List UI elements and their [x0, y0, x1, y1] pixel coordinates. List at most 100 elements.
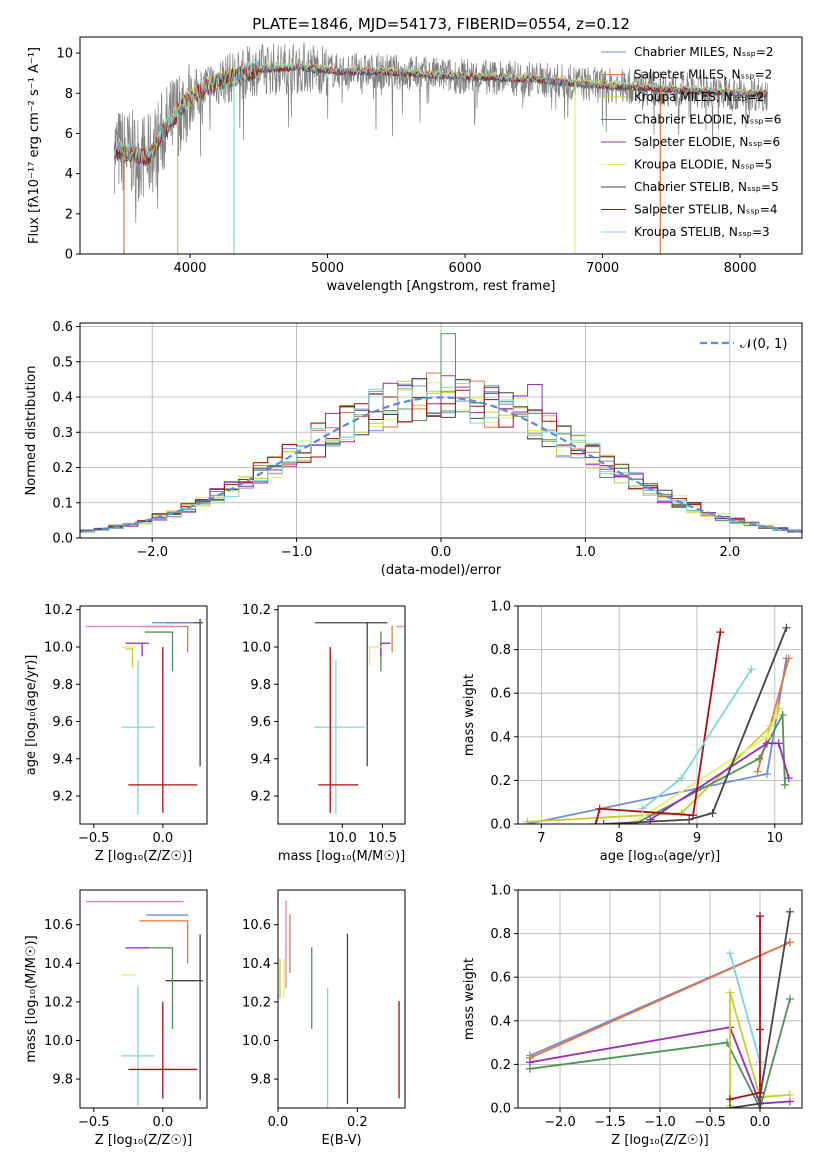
data-point — [162, 1068, 164, 1071]
data-point — [289, 914, 291, 916]
series-marker — [786, 995, 794, 1003]
panel-mass-vs-Z: −0.5 0.0 9.8 10.0 10.2 10.4 10.6 Z [log₁₀(Z/Z☉)… — [24, 889, 208, 1148]
plot-area — [526, 907, 794, 1108]
x-axis-label: age [log₁₀(age/yr)] — [600, 849, 721, 864]
y-axis-label: age [log₁₀(age/yr)] — [24, 655, 39, 776]
plot-area — [279, 900, 400, 1108]
y-tick-label: 10.0 — [44, 1034, 73, 1049]
series-marker — [523, 817, 532, 824]
y-tick-label: 9.4 — [52, 752, 73, 767]
y-tick-label: 10.0 — [44, 640, 73, 655]
x-axis-label: Z [log₁₀(Z/Z☉)] — [611, 1133, 708, 1148]
panel-age-vs-Z: −0.5 0.0 9.2 9.4 9.6 9.8 10.0 10.2 Z [log₁₀(Z/Z☉… — [24, 603, 208, 864]
y-tick-label: 10.2 — [44, 995, 73, 1010]
y-tick-label: 0.0 — [52, 532, 73, 547]
data-point — [335, 726, 337, 728]
x-axis-label: mass [log₁₀(M/M☉)] — [278, 849, 405, 864]
series-line — [529, 1026, 791, 1105]
series-marker — [726, 949, 734, 958]
panel-weight-vs-Z: −2.0 −1.5 −1.0 −0.5 0.0 0.0 0.2 0.4 0.6 0.8 1.0 Z [… — [462, 884, 803, 1148]
series-marker — [786, 907, 794, 916]
x-tick-label: −0.5 — [694, 1115, 726, 1130]
x-axis-label: E(B-V) — [321, 1133, 361, 1148]
axes-frame — [79, 36, 803, 255]
series-line — [729, 916, 761, 1101]
x-axis-label: Z [log₁₀(Z/Z☉)] — [95, 1133, 192, 1148]
plot-area — [314, 621, 405, 815]
plot-area — [86, 619, 203, 815]
y-tick-label: 10.2 — [242, 603, 271, 618]
data-point — [134, 974, 137, 976]
series-line — [529, 941, 791, 1059]
y-tick-label: 0.6 — [52, 320, 73, 335]
data-point — [131, 648, 134, 650]
panel-spectrum: 4000 5000 6000 7000 8000 0 2 4 6 8 10 wavelength [A… — [27, 15, 803, 294]
y-tick-label: 6 — [65, 127, 73, 142]
y-tick-label: 10.6 — [44, 918, 73, 933]
y-tick-label: 9.6 — [52, 715, 73, 730]
data-point — [137, 1055, 139, 1057]
y-tick-label: 9.8 — [52, 678, 73, 693]
axes-frame — [79, 322, 803, 539]
legend-label: Salpeter ELODIE, Nₛₛₚ=6 — [634, 135, 780, 149]
data-point — [326, 987, 329, 990]
plot-area — [80, 333, 802, 533]
data-point — [391, 625, 393, 628]
data-point — [346, 933, 349, 936]
series-line — [729, 992, 791, 1106]
histogram-step — [80, 389, 802, 533]
y-tick-label: 0 — [65, 248, 73, 263]
data-point — [186, 914, 189, 916]
series-marker — [774, 739, 783, 748]
panel-residual-histogram: −2.0 −1.0 0.0 1.0 2.0 0.0 0.1 0.2 0.3 0.4 0.5 0.6 (d… — [24, 320, 803, 578]
series-marker — [726, 988, 734, 997]
data-point — [368, 646, 371, 648]
panel-weight-vs-age: 7 8 9 10 0.0 0.2 0.4 0.6 0.8 1.0 age [log₁₀(age/yr… — [462, 600, 803, 864]
data-point — [171, 631, 174, 633]
x-tick-label: 0.0 — [152, 1115, 173, 1130]
y-tick-label: 10.6 — [242, 918, 271, 933]
plot-area — [114, 42, 768, 254]
x-tick-label: 6000 — [449, 261, 482, 276]
y-tick-label: 0.3 — [52, 426, 73, 441]
series-marker — [526, 1058, 534, 1067]
y-tick-label: 9.4 — [250, 752, 271, 767]
y-tick-label: 10.0 — [242, 640, 271, 655]
legend-label: Chabrier MILES, Nₛₛₚ=2 — [634, 45, 774, 59]
series-line — [603, 627, 788, 824]
series-marker — [638, 804, 647, 813]
series-marker — [756, 1088, 764, 1097]
data-point — [137, 726, 139, 728]
series-marker — [685, 815, 694, 824]
y-tick-label: 9.2 — [52, 790, 73, 805]
normal-curve — [80, 396, 800, 533]
x-tick-label: −2.0 — [544, 1115, 576, 1130]
y-axis-label: mass weight — [462, 958, 477, 1040]
axes-frame — [79, 605, 208, 825]
series-marker — [747, 665, 756, 674]
legend-label: Kroupa ELODIE, Nₛₛₚ=5 — [634, 158, 772, 172]
y-tick-label: 1.0 — [490, 884, 511, 899]
y-tick-label: 9.8 — [250, 1073, 271, 1088]
series-marker — [772, 711, 781, 719]
series-line — [529, 998, 791, 1108]
y-tick-label: 0.8 — [490, 643, 511, 658]
y-tick-label: 0.4 — [52, 391, 73, 406]
data-point — [399, 625, 401, 628]
data-point — [398, 1001, 400, 1003]
legend-label: Kroupa STELIB, Nₛₛₚ=3 — [634, 225, 770, 239]
series-marker — [786, 1090, 794, 1099]
series-marker — [716, 628, 725, 637]
data-point — [141, 947, 143, 949]
y-tick-label: 2 — [65, 207, 73, 222]
chart-title: PLATE=1846, MJD=54173, FIBERID=0554, z=0… — [252, 15, 630, 33]
y-tick-label: 0.0 — [490, 818, 511, 833]
x-tick-label: −1.5 — [594, 1115, 626, 1130]
y-tick-label: 0.2 — [52, 461, 73, 476]
series-marker — [756, 912, 764, 921]
data-point — [134, 646, 137, 648]
x-tick-label: 10 — [766, 831, 783, 846]
x-tick-label: 7 — [537, 831, 545, 846]
data-point — [199, 979, 201, 982]
data-point — [310, 947, 313, 949]
